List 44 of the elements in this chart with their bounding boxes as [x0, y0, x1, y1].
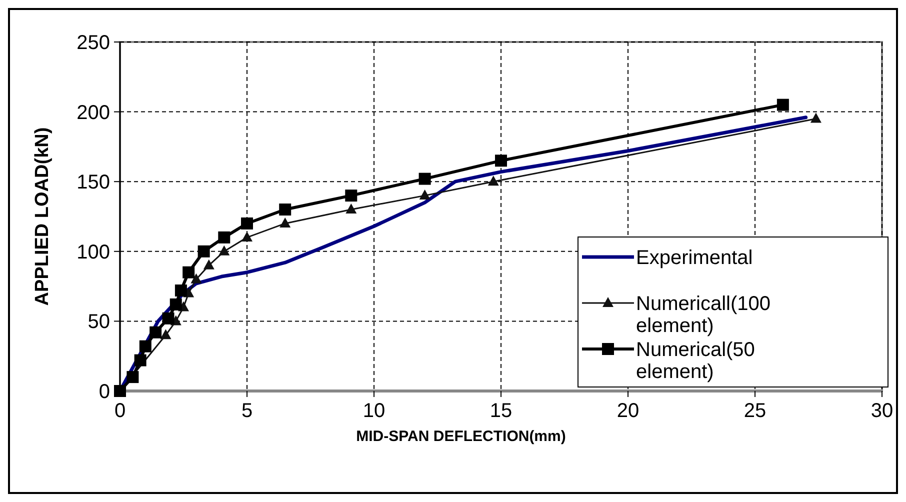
legend-label: Experimental: [636, 247, 753, 269]
y-tick-label: 250: [76, 32, 110, 54]
point: [218, 245, 230, 256]
point: [160, 329, 172, 340]
point: [345, 190, 358, 202]
point: [495, 154, 507, 167]
point: [218, 231, 230, 244]
x-tick-label: 15: [490, 400, 512, 422]
point: [346, 204, 357, 214]
point: [126, 371, 139, 384]
y-tick-label: 0: [98, 381, 110, 403]
point: [279, 204, 292, 216]
point: [242, 231, 252, 242]
y-tick-label: 100: [76, 241, 110, 264]
x-tick-label: 10: [362, 400, 386, 422]
point: [198, 245, 210, 258]
point: [776, 98, 789, 111]
point: [174, 284, 187, 296]
legend-label: Numerical(50 element): [636, 339, 755, 383]
y-tick-label: 150: [76, 172, 110, 194]
point: [280, 217, 291, 228]
point: [203, 259, 214, 270]
y-tick-label: 200: [76, 102, 110, 124]
y-axis-title: APPLIED LOAD(kN): [32, 127, 53, 306]
x-tick-label: 5: [241, 400, 253, 422]
x-tick-label: 30: [870, 400, 894, 422]
point: [418, 172, 431, 185]
point: [150, 326, 162, 338]
x-tick-label: 25: [744, 400, 766, 422]
y-tick-label: 50: [88, 311, 110, 334]
point: [182, 266, 195, 278]
point: [170, 298, 182, 310]
x-tick-label: 20: [616, 400, 640, 422]
x-tick-label: 0: [114, 400, 126, 422]
point: [488, 176, 499, 186]
point: [241, 217, 253, 230]
x-axis-title: MID-SPAN DEFLECTION(mm): [356, 428, 566, 445]
legend-label: Numericall(100 element): [636, 293, 770, 337]
point: [810, 112, 822, 123]
point: [419, 190, 430, 200]
point: [134, 354, 146, 366]
point: [139, 340, 152, 352]
point: [190, 273, 202, 284]
point: [162, 312, 174, 324]
